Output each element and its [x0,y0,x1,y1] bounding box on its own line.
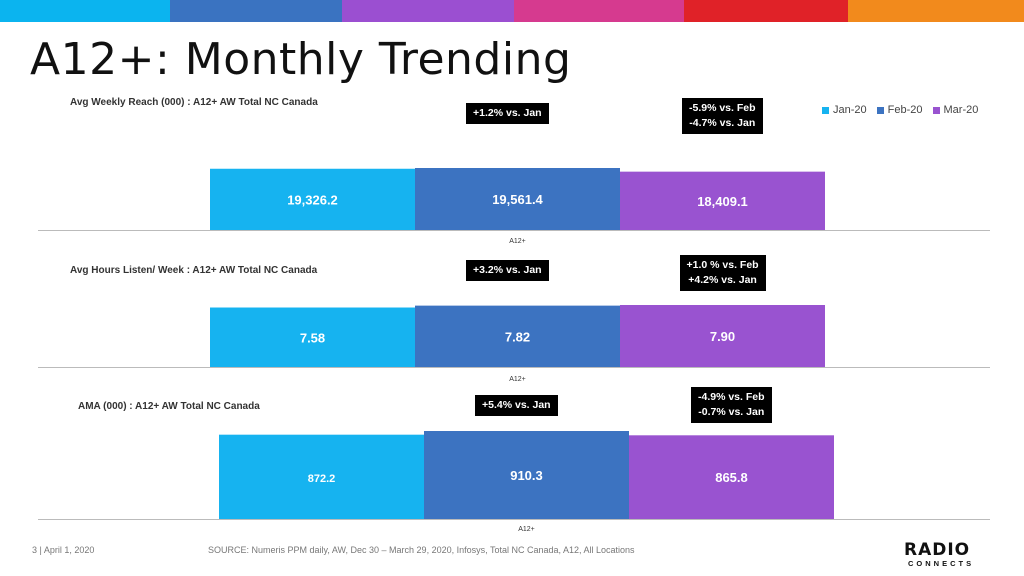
stripe-segment [684,0,848,22]
slide-title: A12+: Monthly Trending [30,34,572,85]
panel-title: Avg Weekly Reach (000) : A12+ AW Total N… [70,97,318,108]
logo-tagline: CONNECTS [908,559,975,568]
stripe-segment [342,0,514,22]
category-tick-label: A12+ [518,526,535,533]
callout-line: +4.2% vs. Jan [688,274,757,286]
radio-connects-logo: RADIO CONNECTS [904,540,984,568]
stripe-segment [0,0,170,22]
bar [620,171,825,230]
change-callout: +3.2% vs. Jan [466,260,549,281]
bar [620,305,825,367]
legend-item: Jan-20 [822,104,867,116]
legend-swatch [932,106,940,114]
bar-value-label: 910.3 [510,468,543,483]
legend-swatch [876,106,884,114]
source-note: SOURCE: Numeris PPM daily, AW, Dec 30 – … [208,545,635,555]
stripe-segment [514,0,684,22]
legend-item: Feb-20 [876,104,923,116]
change-callout: +5.4% vs. Jan [475,395,558,416]
legend-label: Jan-20 [833,104,867,116]
category-tick-label: A12+ [509,376,526,383]
legend-label: Feb-20 [887,104,923,116]
stripe-segment [848,0,1024,22]
callout-line: +1.2% vs. Jan [473,107,542,119]
category-tick-label: A12+ [509,238,526,245]
callout-line: +5.4% vs. Jan [482,399,551,411]
bar-value-label: 7.82 [505,329,530,344]
callout-line: -0.7% vs. Jan [698,406,765,418]
legend-item: Mar-20 [932,104,979,116]
bar-value-label: 19,561.4 [492,192,543,207]
bar [629,435,834,519]
callout-line: -5.9% vs. Feb [689,102,756,114]
change-callout: -5.9% vs. Feb -4.7% vs. Jan [682,98,763,134]
bar-value-label: 18,409.1 [697,194,748,209]
panel-title: AMA (000) : A12+ AW Total NC Canada [78,401,260,412]
bar [210,307,415,367]
change-callout: +1.0 % vs. Feb +4.2% vs. Jan [679,255,766,291]
callout-line: +1.0 % vs. Feb [686,259,759,271]
callout-line: -4.7% vs. Jan [689,117,756,129]
bar [424,431,629,519]
bar-value-label: 19,326.2 [287,192,338,207]
bar-value-label: 7.90 [710,329,735,344]
panel-title: Avg Hours Listen/ Week : A12+ AW Total N… [70,265,318,276]
callout-line: -4.9% vs. Feb [698,391,765,403]
top-color-stripe [0,0,1024,22]
slide-number-date: 3 | April 1, 2020 [32,545,95,555]
change-callout: +1.2% vs. Jan [466,103,549,124]
bar [219,434,424,519]
bar-value-label: 7.58 [300,330,325,345]
legend-label: Mar-20 [943,104,979,116]
chart-legend: Jan-20 Feb-20 Mar-20 [822,104,978,116]
bar [415,168,620,230]
logo-wordmark: RADIO [904,540,971,560]
bar-value-label: 865.8 [715,470,748,485]
bar [415,305,620,367]
callout-line: +3.2% vs. Jan [473,264,542,276]
bar-value-label: 872.2 [308,473,336,485]
stripe-segment [170,0,342,22]
change-callout: -4.9% vs. Feb -0.7% vs. Jan [691,387,772,423]
bar [210,168,415,230]
legend-swatch [822,106,829,114]
